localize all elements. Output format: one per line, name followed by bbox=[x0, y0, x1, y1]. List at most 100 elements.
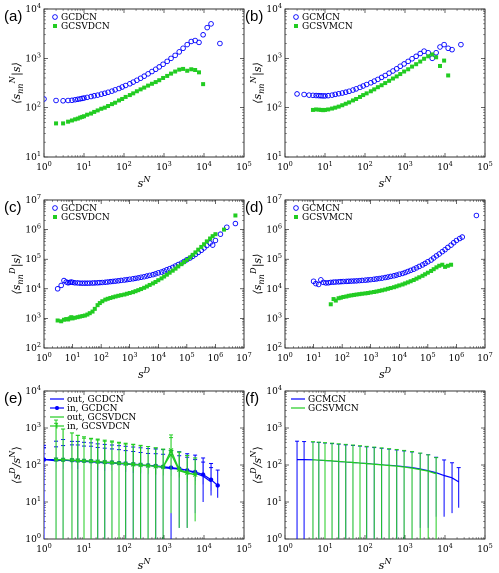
data-point bbox=[70, 316, 75, 321]
data-point bbox=[124, 291, 129, 296]
data-point bbox=[190, 252, 195, 257]
data-point bbox=[142, 85, 147, 90]
panel-label: (d) bbox=[245, 199, 263, 216]
data-point bbox=[85, 112, 90, 117]
x-tick-label: 104 bbox=[196, 542, 212, 555]
data-point bbox=[150, 281, 155, 286]
data-point bbox=[108, 295, 113, 300]
data-point bbox=[338, 278, 344, 285]
data-point bbox=[345, 278, 352, 284]
y-axis-label: ⟨sD /sN ⟩ bbox=[8, 446, 23, 484]
data-point bbox=[182, 260, 187, 265]
data-point bbox=[113, 100, 118, 105]
data-point bbox=[368, 89, 373, 94]
data-point bbox=[422, 56, 427, 61]
data-point bbox=[200, 472, 206, 477]
data-point bbox=[100, 299, 105, 304]
data-point bbox=[341, 294, 346, 299]
legend-marker bbox=[52, 205, 58, 211]
data-point bbox=[417, 50, 423, 57]
legend-marker bbox=[54, 423, 60, 429]
series-gcsvdcn bbox=[55, 213, 238, 324]
data-point bbox=[363, 291, 368, 296]
data-point bbox=[150, 271, 156, 278]
data-point bbox=[401, 61, 407, 67]
data-point bbox=[99, 106, 104, 111]
data-point bbox=[201, 82, 206, 87]
data-point bbox=[313, 280, 319, 287]
data-point bbox=[95, 459, 101, 465]
data-point bbox=[147, 282, 152, 287]
data-point bbox=[110, 278, 116, 285]
x-axis-label: sN bbox=[138, 175, 152, 190]
data-point bbox=[354, 96, 359, 101]
legend-label: GCSVMCN bbox=[308, 404, 359, 414]
y-tick-label: 101 bbox=[266, 150, 282, 163]
panel-label: (e) bbox=[4, 390, 22, 407]
data-point bbox=[405, 58, 411, 65]
legend-marker bbox=[52, 14, 58, 20]
y-tick-label: 100 bbox=[25, 532, 41, 545]
data-point bbox=[193, 250, 198, 255]
x-tick-label: 101 bbox=[65, 351, 81, 364]
y-tick-label: 103 bbox=[266, 421, 282, 434]
y-tick-label: 103 bbox=[25, 51, 41, 64]
data-point bbox=[393, 65, 400, 72]
data-point bbox=[294, 91, 300, 97]
data-point bbox=[347, 100, 352, 105]
data-point bbox=[153, 279, 158, 284]
data-point bbox=[362, 277, 369, 283]
data-point bbox=[410, 266, 417, 272]
data-point bbox=[97, 301, 102, 306]
data-point bbox=[351, 292, 356, 297]
data-point bbox=[371, 289, 376, 294]
legend-marker bbox=[294, 215, 298, 219]
legend-label: GCDCN bbox=[61, 13, 97, 23]
data-point bbox=[82, 313, 87, 318]
data-point bbox=[156, 278, 161, 283]
data-point bbox=[77, 96, 83, 102]
data-point bbox=[368, 290, 373, 295]
data-point bbox=[81, 95, 87, 101]
series-gcdcn bbox=[44, 21, 223, 104]
data-point bbox=[54, 286, 61, 292]
data-point bbox=[109, 88, 115, 94]
data-point bbox=[340, 278, 347, 285]
data-point bbox=[431, 267, 436, 272]
data-point bbox=[53, 457, 59, 463]
data-point bbox=[443, 264, 448, 269]
x-tick-label: 106 bbox=[208, 351, 224, 364]
y-tick-label: 103 bbox=[266, 51, 282, 64]
data-point bbox=[197, 70, 202, 75]
series-in-gcsvdcn bbox=[53, 422, 198, 485]
data-point bbox=[331, 297, 336, 302]
data-point bbox=[130, 461, 136, 467]
data-point bbox=[314, 107, 319, 112]
data-point bbox=[145, 463, 151, 469]
x-tick-label: 104 bbox=[437, 160, 453, 173]
data-point bbox=[437, 44, 443, 50]
data-point bbox=[403, 281, 408, 286]
y-tick-label: 107 bbox=[266, 193, 282, 206]
chart-panel-5: 100 101 102 103 104 105 100 101 102 103 104 sN ⟨sD … bbox=[4, 384, 252, 572]
data-point bbox=[110, 295, 115, 300]
data-point bbox=[155, 270, 162, 276]
data-point bbox=[406, 67, 411, 72]
data-point bbox=[134, 89, 139, 94]
data-point bbox=[184, 257, 189, 262]
y-tick-label: 103 bbox=[25, 311, 41, 324]
data-point bbox=[133, 289, 138, 294]
x-tick-label: 101 bbox=[317, 160, 333, 173]
x-tick-label: 100 bbox=[277, 542, 293, 555]
data-point bbox=[411, 278, 416, 283]
data-point bbox=[328, 302, 333, 307]
data-point bbox=[438, 63, 443, 68]
y-tick-label: 102 bbox=[266, 458, 282, 471]
series-gcsvmcn bbox=[328, 262, 454, 307]
data-point bbox=[204, 24, 210, 31]
y-tick-label: 107 bbox=[25, 193, 41, 206]
